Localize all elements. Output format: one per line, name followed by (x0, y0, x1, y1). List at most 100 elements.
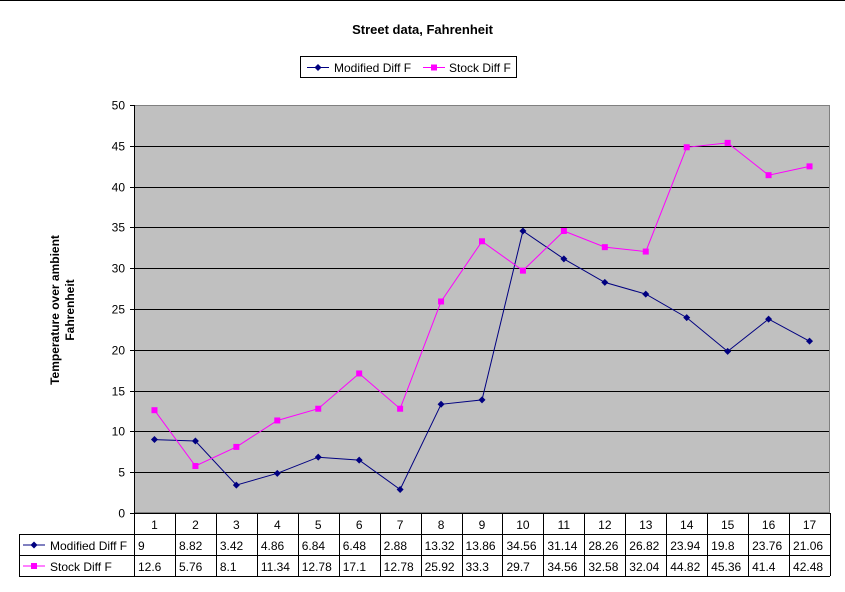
table-value: 32.04 (629, 560, 659, 574)
legend-marker-modified-icon (314, 64, 322, 71)
table-value: 26.82 (629, 539, 659, 553)
data-point-stock (356, 370, 363, 377)
table-value: 42.48 (793, 560, 823, 574)
table-value: 9 (138, 539, 145, 553)
data-point-stock (642, 248, 649, 255)
data-point-modified (560, 255, 568, 263)
data-point-stock (724, 139, 731, 146)
data-point-stock (519, 267, 526, 274)
table-value: 5.76 (179, 560, 203, 574)
table-value: 33.3 (466, 560, 490, 574)
data-point-stock (806, 163, 813, 170)
table-value: 31.14 (547, 539, 577, 553)
y-tick-label: 25 (112, 303, 126, 317)
table-value: 41.4 (752, 560, 776, 574)
data-point-modified (314, 453, 322, 461)
table-value: 8.82 (179, 539, 203, 553)
legend-marker-stock-icon (431, 64, 437, 71)
table-value: 25.92 (425, 560, 455, 574)
table-value: 13.86 (466, 539, 496, 553)
data-point-modified (806, 337, 814, 345)
table-value: 12.78 (302, 560, 332, 574)
y-tick-label: 50 (112, 99, 126, 113)
y-tick-label: 35 (112, 221, 126, 235)
data-point-modified (683, 314, 691, 322)
table-value: 32.58 (588, 560, 618, 574)
data-point-stock (274, 417, 281, 424)
table-value: 2.88 (384, 539, 408, 553)
y-tick-label: 10 (112, 425, 126, 439)
table-value: 34.56 (547, 560, 577, 574)
legend-label-stock: Stock Diff F (449, 61, 511, 75)
data-point-modified (601, 278, 609, 286)
y-tick-label: 5 (118, 466, 125, 480)
table-value: 19.8 (711, 539, 735, 553)
x-category-label: 1 (151, 518, 158, 532)
table-value: 23.76 (752, 539, 782, 553)
x-category-label: 6 (356, 518, 363, 532)
data-point-modified (724, 347, 732, 355)
table-value: 17.1 (343, 560, 367, 574)
top-border (0, 0, 845, 1)
data-point-modified (478, 396, 486, 404)
data-point-modified (273, 469, 281, 477)
x-category-label: 17 (803, 518, 817, 532)
x-category-label: 13 (639, 518, 653, 532)
y-tick-label: 15 (112, 385, 126, 399)
data-point-stock (397, 405, 404, 412)
y-tick-label: 45 (112, 140, 126, 154)
data-point-stock (601, 244, 608, 251)
table-value: 6.48 (343, 539, 367, 553)
data-point-modified (765, 315, 773, 323)
x-category-label: 15 (721, 518, 735, 532)
table-value: 11.34 (261, 560, 290, 574)
data-point-stock (315, 405, 322, 412)
data-point-stock (560, 227, 567, 234)
x-category-label: 16 (762, 518, 776, 532)
legend: Modified Diff F Stock Diff F (300, 56, 517, 78)
data-point-stock (438, 298, 445, 305)
data-point-stock (151, 407, 158, 414)
x-category-label: 4 (274, 518, 281, 532)
table-value: 8.1 (220, 560, 237, 574)
x-category-label: 12 (598, 518, 612, 532)
data-point-modified (191, 437, 199, 445)
data-point-modified (355, 456, 363, 464)
table-value: 21.06 (793, 539, 823, 553)
table-value: 28.26 (588, 539, 618, 553)
y-tick-label: 30 (112, 262, 126, 276)
data-point-modified (519, 227, 527, 235)
data-point-modified (150, 436, 158, 444)
table-value: 34.56 (506, 539, 536, 553)
table-value: 4.86 (261, 539, 285, 553)
table-value: 44.82 (670, 560, 700, 574)
x-category-label: 3 (233, 518, 240, 532)
data-point-stock (683, 144, 690, 151)
x-category-label: 7 (397, 518, 404, 532)
table-key-marker-icon (30, 541, 38, 549)
x-category-label: 10 (516, 518, 530, 532)
table-series-name: Stock Diff F (50, 560, 112, 574)
data-point-modified (437, 400, 445, 408)
table-value: 12.78 (384, 560, 414, 574)
table-value: 23.94 (670, 539, 700, 553)
y-tick-label: 20 (112, 344, 126, 358)
data-point-modified (396, 485, 404, 493)
table-series-name: Modified Diff F (50, 539, 127, 553)
table-value: 29.7 (506, 560, 530, 574)
y-tick-label: 0 (118, 507, 125, 521)
x-category-label: 11 (558, 518, 571, 532)
table-value: 3.42 (220, 539, 244, 553)
x-category-label: 5 (315, 518, 322, 532)
x-category-label: 9 (479, 518, 486, 532)
x-category-label: 8 (438, 518, 445, 532)
legend-label-modified: Modified Diff F (334, 61, 411, 75)
data-point-stock (233, 443, 240, 450)
data-point-modified (232, 481, 240, 489)
data-point-stock (765, 172, 772, 179)
data-point-modified (642, 290, 650, 298)
table-value: 13.32 (425, 539, 455, 553)
table-value: 12.6 (138, 560, 162, 574)
legend-graphic: Modified Diff F Stock Diff F (307, 61, 511, 75)
x-category-label: 2 (192, 518, 199, 532)
